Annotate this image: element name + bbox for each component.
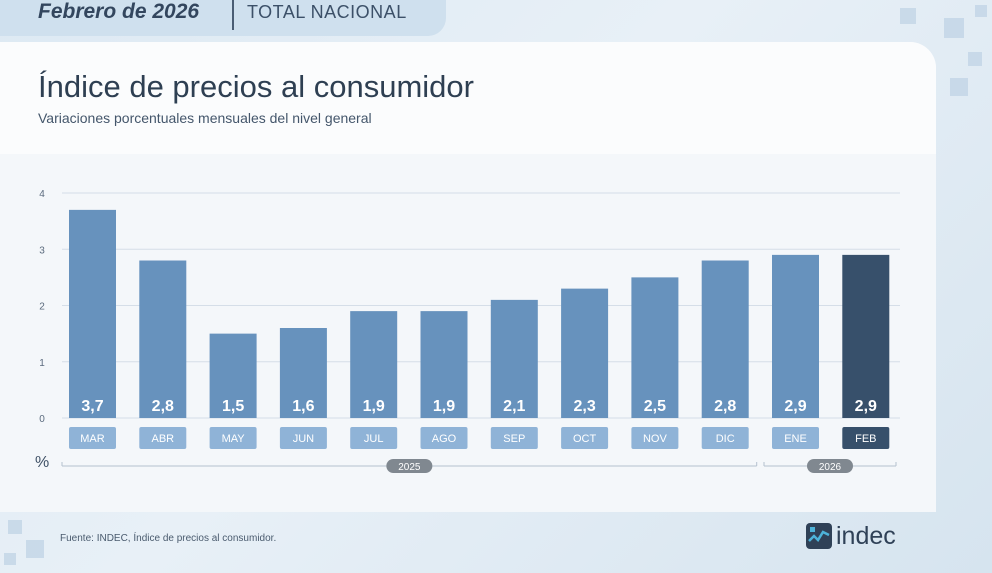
indec-logo-text: indec — [836, 522, 896, 550]
category-label-bg — [279, 427, 327, 449]
data-label: 1,5 — [222, 398, 244, 415]
decor-square — [975, 5, 987, 17]
data-label: 1,9 — [363, 398, 385, 415]
data-label: 1,6 — [292, 398, 314, 415]
decor-square — [968, 52, 982, 66]
indec-logo-icon — [806, 523, 832, 549]
bar — [209, 333, 257, 418]
data-label: 2,5 — [644, 398, 666, 415]
bar — [69, 209, 116, 418]
x-tick-label: OCT — [573, 433, 597, 445]
y-axis-label: % — [35, 454, 49, 471]
category-label-bg — [209, 427, 257, 449]
x-tick-label: ABR — [151, 433, 174, 445]
category-label-bg — [701, 427, 749, 449]
bar — [490, 299, 538, 418]
x-tick-label: JUN — [293, 433, 314, 445]
decor-square — [8, 520, 22, 534]
category-label-bg — [772, 427, 819, 449]
x-tick-label: FEB — [855, 433, 876, 445]
bar — [772, 254, 819, 418]
y-tick-label: 1 — [39, 358, 45, 369]
x-tick-label: DIC — [716, 433, 735, 445]
year-label: 2025 — [398, 462, 421, 473]
year-label: 2026 — [819, 462, 842, 473]
indec-logo: indec — [806, 521, 916, 553]
chart-title: Índice de precios al consumidor — [38, 69, 474, 104]
bar — [701, 260, 749, 418]
year-badge — [807, 459, 853, 473]
data-label: 2,8 — [152, 398, 174, 415]
category-label-bg — [490, 427, 538, 449]
category-label-bg — [631, 427, 679, 449]
x-tick-label: AGO — [432, 433, 457, 445]
category-label-bg — [561, 427, 609, 449]
category-label-bg — [69, 427, 116, 449]
data-label: 2,9 — [784, 398, 806, 415]
x-tick-label: ENE — [784, 433, 807, 445]
year-badge — [386, 459, 433, 473]
decor-square — [944, 18, 964, 38]
decor-square — [26, 540, 44, 558]
data-label: 2,8 — [714, 398, 736, 415]
report-scope: TOTAL NACIONAL — [247, 2, 407, 22]
bar — [561, 288, 609, 418]
y-tick-label: 3 — [39, 245, 45, 256]
y-tick-label: 2 — [39, 302, 45, 313]
data-label: 2,9 — [855, 398, 877, 415]
x-tick-label: MAR — [80, 433, 105, 445]
x-tick-label: JUL — [364, 433, 384, 445]
header-bar: Febrero de 2026 TOTAL NACIONAL — [0, 0, 446, 36]
y-tick-label: 4 — [39, 189, 45, 200]
bar — [279, 328, 327, 418]
bar — [420, 311, 468, 418]
bar — [631, 277, 679, 418]
decor-square — [900, 8, 916, 24]
y-tick-label: 0 — [39, 414, 45, 425]
header-divider — [232, 0, 234, 30]
data-label: 2,1 — [503, 398, 525, 415]
report-period: Febrero de 2026 — [38, 0, 200, 23]
category-label-bg — [139, 427, 187, 449]
x-tick-label: NOV — [643, 433, 668, 445]
x-tick-label: MAY — [222, 433, 246, 445]
chart-card-header: Índice de precios al consumidor Variacio… — [0, 42, 936, 154]
bar — [350, 311, 398, 418]
data-label: 1,9 — [433, 398, 455, 415]
category-label-bg — [420, 427, 468, 449]
bar — [842, 254, 890, 418]
chart-subtitle: Variaciones porcentuales mensuales del n… — [38, 110, 372, 126]
data-label: 2,3 — [573, 398, 595, 415]
category-label-bg — [842, 427, 890, 449]
decor-square — [4, 553, 16, 565]
source-note: Fuente: INDEC, Índice de precios al cons… — [60, 533, 277, 544]
data-label: 3,7 — [81, 398, 103, 415]
x-tick-label: SEP — [503, 433, 525, 445]
bar — [139, 260, 187, 418]
decor-square — [950, 78, 968, 96]
category-label-bg — [350, 427, 398, 449]
